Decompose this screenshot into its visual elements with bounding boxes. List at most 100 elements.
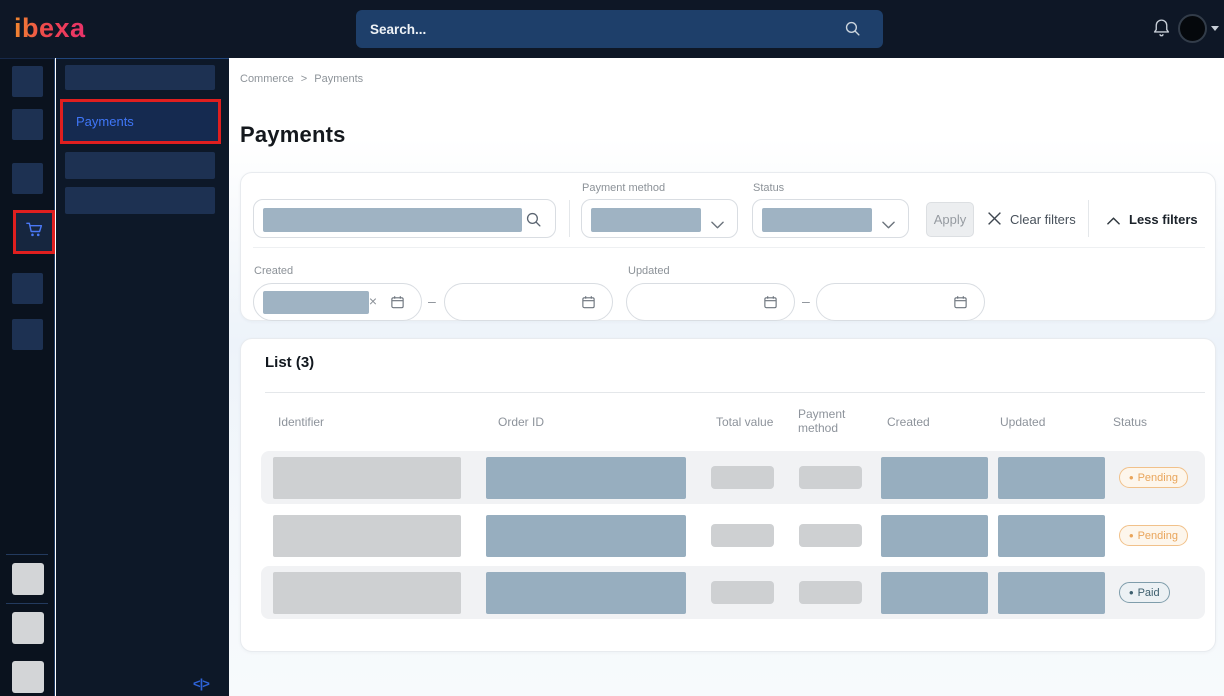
- cart-icon: [24, 219, 45, 240]
- collapse-sidebar-toggle[interactable]: <|>: [193, 676, 209, 691]
- total-value-placeholder: [711, 581, 774, 604]
- order-id-placeholder: [486, 572, 686, 614]
- status-badge: • Pending: [1119, 467, 1188, 488]
- calendar-icon[interactable]: [390, 294, 405, 315]
- submenu-item-placeholder-1[interactable]: [65, 65, 215, 90]
- total-value-placeholder: [711, 524, 774, 547]
- submenu-item-payments[interactable]: Payments: [63, 114, 134, 129]
- updated-placeholder: [998, 515, 1105, 557]
- user-menu-caret-icon[interactable]: [1211, 26, 1219, 31]
- column-header-payment-method: Payment method: [798, 407, 854, 435]
- created-label: Created: [254, 265, 293, 277]
- list-divider: [265, 392, 1205, 393]
- updated-placeholder: [998, 572, 1105, 614]
- created-placeholder: [881, 572, 988, 614]
- status-dot: •: [1129, 472, 1134, 483]
- less-filters-label: Less filters: [1129, 212, 1198, 227]
- column-header-created: Created: [887, 415, 930, 429]
- payment-method-placeholder: [799, 466, 862, 489]
- date-range-dash: –: [802, 293, 810, 309]
- sidebar-icon-placeholder-4[interactable]: [12, 273, 43, 304]
- status-select[interactable]: [752, 199, 909, 238]
- order-id-placeholder: [486, 457, 686, 499]
- chevron-down-icon: [882, 216, 895, 234]
- search-icon[interactable]: [525, 211, 542, 233]
- sidebar-icon-placeholder-2[interactable]: [12, 109, 43, 140]
- order-id-placeholder: [486, 515, 686, 557]
- search-value-placeholder: [263, 208, 522, 232]
- filters-panel: Payment method Status Apply Clear fil: [240, 172, 1216, 321]
- updated-to-input[interactable]: [816, 283, 985, 321]
- column-header-status: Status: [1113, 415, 1147, 429]
- sidebar-icon-placeholder-3[interactable]: [12, 163, 43, 194]
- status-value-placeholder: [762, 208, 872, 232]
- sidebar-icon-placeholder-5[interactable]: [12, 319, 43, 350]
- created-from-value-placeholder: [263, 291, 369, 314]
- identifier-placeholder: [273, 572, 461, 614]
- main-content: Commerce > Payments Payments Payment met…: [229, 58, 1224, 696]
- column-header-order-id: Order ID: [498, 415, 544, 429]
- created-placeholder: [881, 457, 988, 499]
- search-icon[interactable]: [844, 20, 861, 42]
- table-row[interactable]: • Paid: [261, 566, 1205, 619]
- created-from-input[interactable]: ×: [253, 283, 422, 321]
- apply-button[interactable]: Apply: [926, 202, 974, 237]
- icon-sidebar: [0, 58, 55, 696]
- payments-list-panel: List (3) Identifier Order ID Total value…: [240, 338, 1216, 652]
- column-header-updated: Updated: [1000, 415, 1045, 429]
- updated-placeholder: [998, 457, 1105, 499]
- calendar-icon[interactable]: [763, 294, 778, 315]
- created-to-input[interactable]: [444, 283, 613, 321]
- payment-method-placeholder: [799, 581, 862, 604]
- sidebar-item-commerce[interactable]: [24, 219, 45, 245]
- ibexa-logo: ibexa: [14, 13, 86, 44]
- total-value-placeholder: [711, 466, 774, 489]
- chevron-down-icon: [711, 216, 724, 234]
- filter-divider: [569, 200, 570, 237]
- sidebar-bottom-icon-placeholder-3[interactable]: [12, 661, 44, 693]
- status-label: Paid: [1138, 587, 1160, 599]
- table-row[interactable]: • Pending: [261, 451, 1205, 504]
- user-avatar[interactable]: [1178, 14, 1207, 43]
- sidebar-bottom-icon-placeholder-1[interactable]: [12, 563, 44, 595]
- chevron-up-icon: [1107, 213, 1120, 228]
- payment-method-label: Payment method: [582, 182, 665, 194]
- submenu-item-placeholder-3[interactable]: [65, 187, 215, 214]
- status-label: Pending: [1138, 530, 1178, 542]
- sidebar-icon-placeholder-1[interactable]: [12, 66, 43, 97]
- created-placeholder: [881, 515, 988, 557]
- date-range-dash: –: [428, 293, 436, 309]
- cart-annotation-highlight: [13, 210, 55, 254]
- page-title: Payments: [240, 122, 346, 148]
- global-search[interactable]: [356, 10, 883, 48]
- identifier-placeholder: [273, 515, 461, 557]
- breadcrumb: Commerce > Payments: [240, 73, 363, 85]
- clear-x-icon: [987, 211, 1002, 229]
- breadcrumb-commerce[interactable]: Commerce: [240, 73, 294, 85]
- calendar-icon[interactable]: [953, 294, 968, 315]
- calendar-icon[interactable]: [581, 294, 596, 315]
- status-dot: •: [1129, 530, 1134, 541]
- sidebar-divider: [6, 603, 48, 604]
- status-dot: •: [1129, 587, 1134, 598]
- global-search-input[interactable]: [370, 10, 810, 48]
- clear-filters-button[interactable]: Clear filters: [987, 202, 1076, 237]
- column-header-identifier: Identifier: [278, 415, 324, 429]
- notifications-bell-icon[interactable]: [1151, 17, 1172, 44]
- screen: ibexa Payments: [0, 0, 1224, 696]
- updated-from-input[interactable]: [626, 283, 795, 321]
- identifier-placeholder: [273, 457, 461, 499]
- breadcrumb-payments: Payments: [314, 73, 363, 85]
- filter-search-input[interactable]: [253, 199, 556, 238]
- less-filters-toggle[interactable]: Less filters: [1107, 202, 1198, 237]
- payment-method-placeholder: [799, 524, 862, 547]
- filter-divider: [1088, 200, 1089, 237]
- topbar: ibexa: [0, 0, 1224, 58]
- clear-date-icon[interactable]: ×: [369, 293, 377, 309]
- submenu-item-placeholder-2[interactable]: [65, 152, 215, 179]
- sidebar-bottom-icon-placeholder-2[interactable]: [12, 612, 44, 644]
- table-row[interactable]: • Pending: [261, 509, 1205, 562]
- clear-filters-label: Clear filters: [1010, 212, 1076, 227]
- payment-method-select[interactable]: [581, 199, 738, 238]
- status-badge: • Paid: [1119, 582, 1170, 603]
